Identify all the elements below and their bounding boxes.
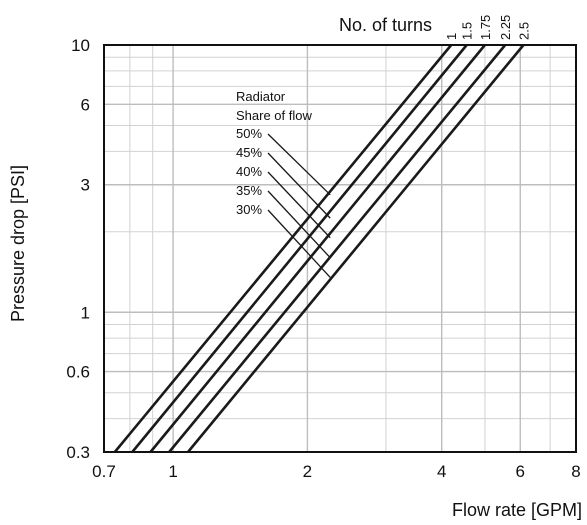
share-leader-line bbox=[267, 171, 331, 239]
turns-label: 2.5 bbox=[516, 22, 531, 40]
x-tick-label: 8 bbox=[571, 462, 580, 481]
series-lines bbox=[113, 44, 525, 453]
y-tick-label: 3 bbox=[81, 176, 90, 195]
share-label: 40% bbox=[236, 164, 262, 179]
series-line-1-75 bbox=[149, 44, 486, 453]
y-tick-label: 10 bbox=[71, 36, 90, 55]
turns-label: 2.25 bbox=[498, 15, 513, 40]
series-line-1 bbox=[113, 44, 453, 453]
share-label: 45% bbox=[236, 145, 262, 160]
y-tick-label: 6 bbox=[81, 95, 90, 114]
x-tick-label: 6 bbox=[516, 462, 525, 481]
turns-title: No. of turns bbox=[339, 15, 432, 35]
series-line-1-5 bbox=[131, 44, 468, 453]
series-line-2-25 bbox=[168, 44, 507, 453]
y-tick-label: 0.3 bbox=[66, 443, 90, 462]
turns-labels: No. of turns 1 1.5 1.75 2.25 2.5 bbox=[339, 15, 532, 40]
x-tick-label: 1 bbox=[168, 462, 177, 481]
share-leader-line bbox=[267, 190, 331, 259]
share-label: 50% bbox=[236, 126, 262, 141]
annotation-title: Radiator bbox=[236, 89, 286, 104]
share-leader-line bbox=[267, 209, 331, 278]
y-axis-title: Pressure drop [PSI] bbox=[8, 165, 28, 322]
x-axis-title: Flow rate [GPM] bbox=[452, 500, 582, 520]
x-tick-label: 4 bbox=[437, 462, 446, 481]
y-tick-label: 0.6 bbox=[66, 363, 90, 382]
turns-label: 1 bbox=[444, 33, 459, 40]
plot-frame bbox=[103, 44, 577, 453]
share-leader-line bbox=[267, 152, 331, 219]
annotation-title: Share of flow bbox=[236, 108, 312, 123]
x-tick-label: 0.7 bbox=[92, 462, 116, 481]
turns-label: 1.5 bbox=[460, 22, 475, 40]
y-tick-label: 1 bbox=[81, 303, 90, 322]
turns-label: 1.75 bbox=[478, 15, 493, 40]
tick-labels: 0.7 1 2 4 6 8 0.3 0.6 1 3 6 10 bbox=[66, 36, 580, 481]
share-label: 35% bbox=[236, 183, 262, 198]
share-leader-line bbox=[267, 133, 331, 196]
x-tick-label: 2 bbox=[303, 462, 312, 481]
share-of-flow-annotation: Radiator Share of flow 50% 45% 40% 35% 30% bbox=[236, 89, 331, 278]
grid bbox=[103, 44, 577, 453]
series-line-2-5 bbox=[186, 44, 525, 453]
share-label: 30% bbox=[236, 202, 262, 217]
